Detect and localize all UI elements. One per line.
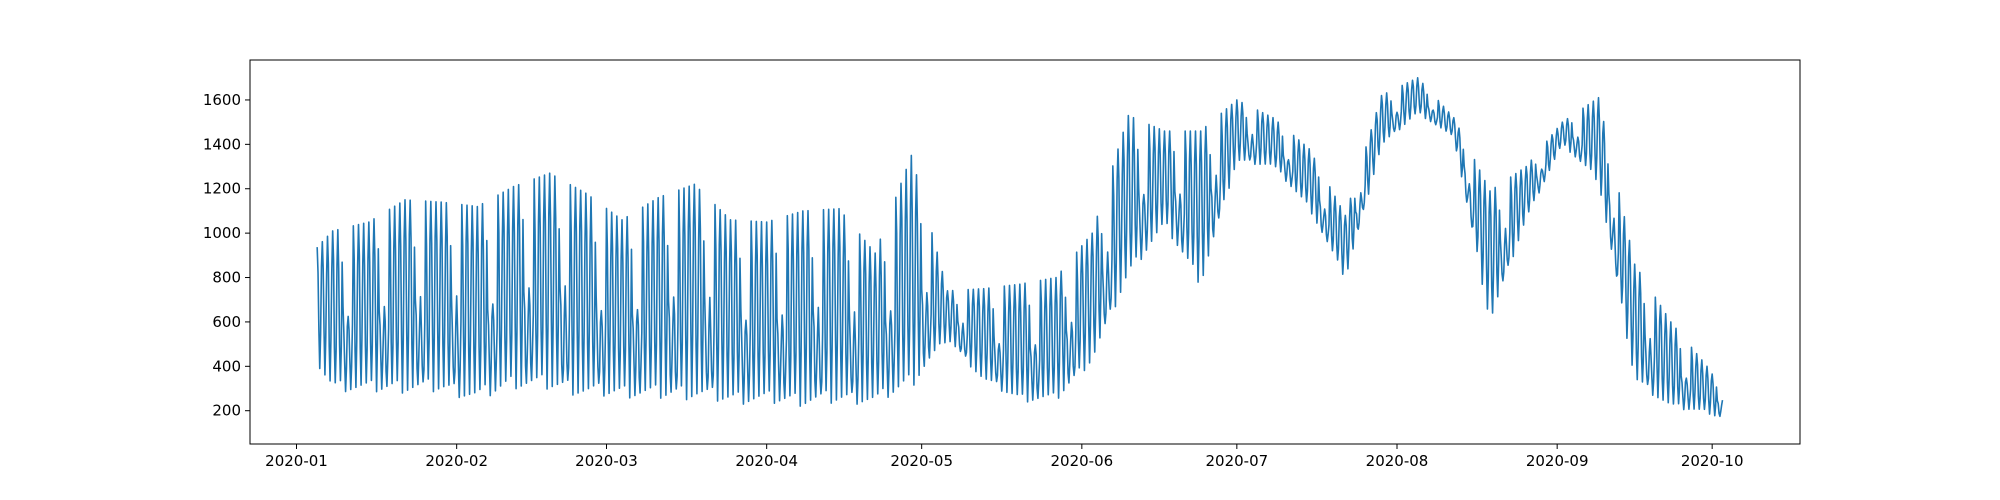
y-tick-label: 1000 — [203, 224, 241, 242]
y-tick-label: 1200 — [203, 180, 241, 198]
y-tick-label: 800 — [212, 269, 241, 287]
y-tick-label: 200 — [212, 402, 241, 420]
y-tick-label: 600 — [212, 313, 241, 331]
y-axis: 200 400 600 800 1000 1200 1400 1600 — [203, 91, 250, 420]
x-tick-label: 2020-01 — [265, 452, 328, 470]
x-tick-label: 2020-10 — [1681, 452, 1744, 470]
y-tick-label: 400 — [212, 357, 241, 375]
x-tick-label: 2020-05 — [890, 452, 953, 470]
x-tick-label: 2020-09 — [1526, 452, 1589, 470]
x-tick-label: 2020-06 — [1050, 452, 1113, 470]
series-layer — [316, 76, 1724, 418]
x-tick-label: 2020-04 — [735, 452, 798, 470]
x-tick-label: 2020-03 — [575, 452, 638, 470]
plot-frame — [249, 59, 1801, 445]
x-tick-label: 2020-07 — [1205, 452, 1268, 470]
x-axis: 2020-01 2020-02 2020-03 2020-04 2020-05 2020-… — [265, 444, 1744, 470]
y-tick-label: 1400 — [203, 135, 241, 153]
x-tick-label: 2020-08 — [1366, 452, 1429, 470]
x-tick-label: 2020-02 — [425, 452, 488, 470]
y-tick-label: 1600 — [203, 91, 241, 109]
series-line — [316, 76, 1724, 418]
